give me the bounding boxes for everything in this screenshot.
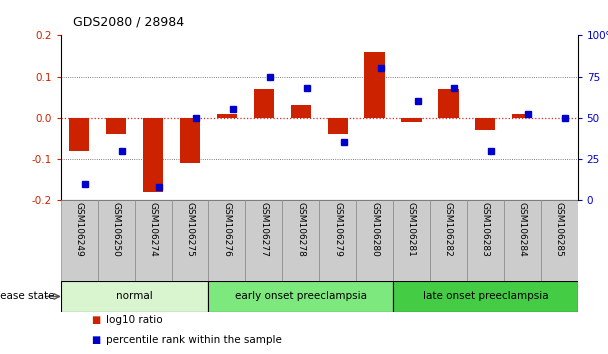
Text: GSM106285: GSM106285 — [554, 202, 564, 257]
Bar — [246, 200, 282, 281]
Text: disease state: disease state — [0, 291, 55, 302]
Bar — [512, 114, 533, 118]
Text: GSM106281: GSM106281 — [407, 202, 416, 257]
Text: GSM106280: GSM106280 — [370, 202, 379, 257]
Text: percentile rank within the sample: percentile rank within the sample — [106, 335, 282, 344]
Bar — [319, 200, 356, 281]
Text: GSM106279: GSM106279 — [333, 202, 342, 257]
Bar — [98, 200, 134, 281]
Bar — [254, 89, 274, 118]
Bar — [209, 200, 246, 281]
Text: GSM106277: GSM106277 — [260, 202, 268, 257]
Bar — [134, 200, 171, 281]
Bar — [106, 118, 126, 134]
Bar — [143, 118, 163, 192]
Bar — [475, 118, 496, 130]
Text: ■: ■ — [91, 335, 100, 344]
Bar — [467, 200, 504, 281]
Text: GSM106282: GSM106282 — [444, 202, 453, 257]
Bar — [356, 200, 393, 281]
Bar — [393, 281, 578, 312]
Text: GSM106284: GSM106284 — [518, 202, 527, 257]
Bar — [171, 200, 209, 281]
Bar — [438, 89, 458, 118]
Bar — [217, 114, 237, 118]
Text: normal: normal — [116, 291, 153, 302]
Text: GSM106250: GSM106250 — [112, 202, 120, 257]
Bar — [541, 200, 578, 281]
Text: late onset preeclampsia: late onset preeclampsia — [423, 291, 548, 302]
Bar — [291, 105, 311, 118]
Bar — [180, 118, 200, 163]
Bar — [69, 118, 89, 151]
Bar — [61, 281, 209, 312]
Bar — [430, 200, 467, 281]
Text: GDS2080 / 28984: GDS2080 / 28984 — [73, 15, 184, 28]
Text: GSM106275: GSM106275 — [185, 202, 195, 257]
Text: GSM106276: GSM106276 — [223, 202, 232, 257]
Bar — [282, 200, 319, 281]
Bar — [328, 118, 348, 134]
Text: log10 ratio: log10 ratio — [106, 315, 163, 325]
Bar — [209, 281, 393, 312]
Text: GSM106278: GSM106278 — [296, 202, 305, 257]
Text: GSM106274: GSM106274 — [148, 202, 157, 257]
Text: early onset preeclampsia: early onset preeclampsia — [235, 291, 367, 302]
Bar — [504, 200, 541, 281]
Text: ■: ■ — [91, 315, 100, 325]
Text: GSM106249: GSM106249 — [75, 202, 84, 257]
Bar — [401, 118, 421, 122]
Bar — [393, 200, 430, 281]
Bar — [61, 200, 98, 281]
Bar — [364, 52, 385, 118]
Text: GSM106283: GSM106283 — [481, 202, 490, 257]
